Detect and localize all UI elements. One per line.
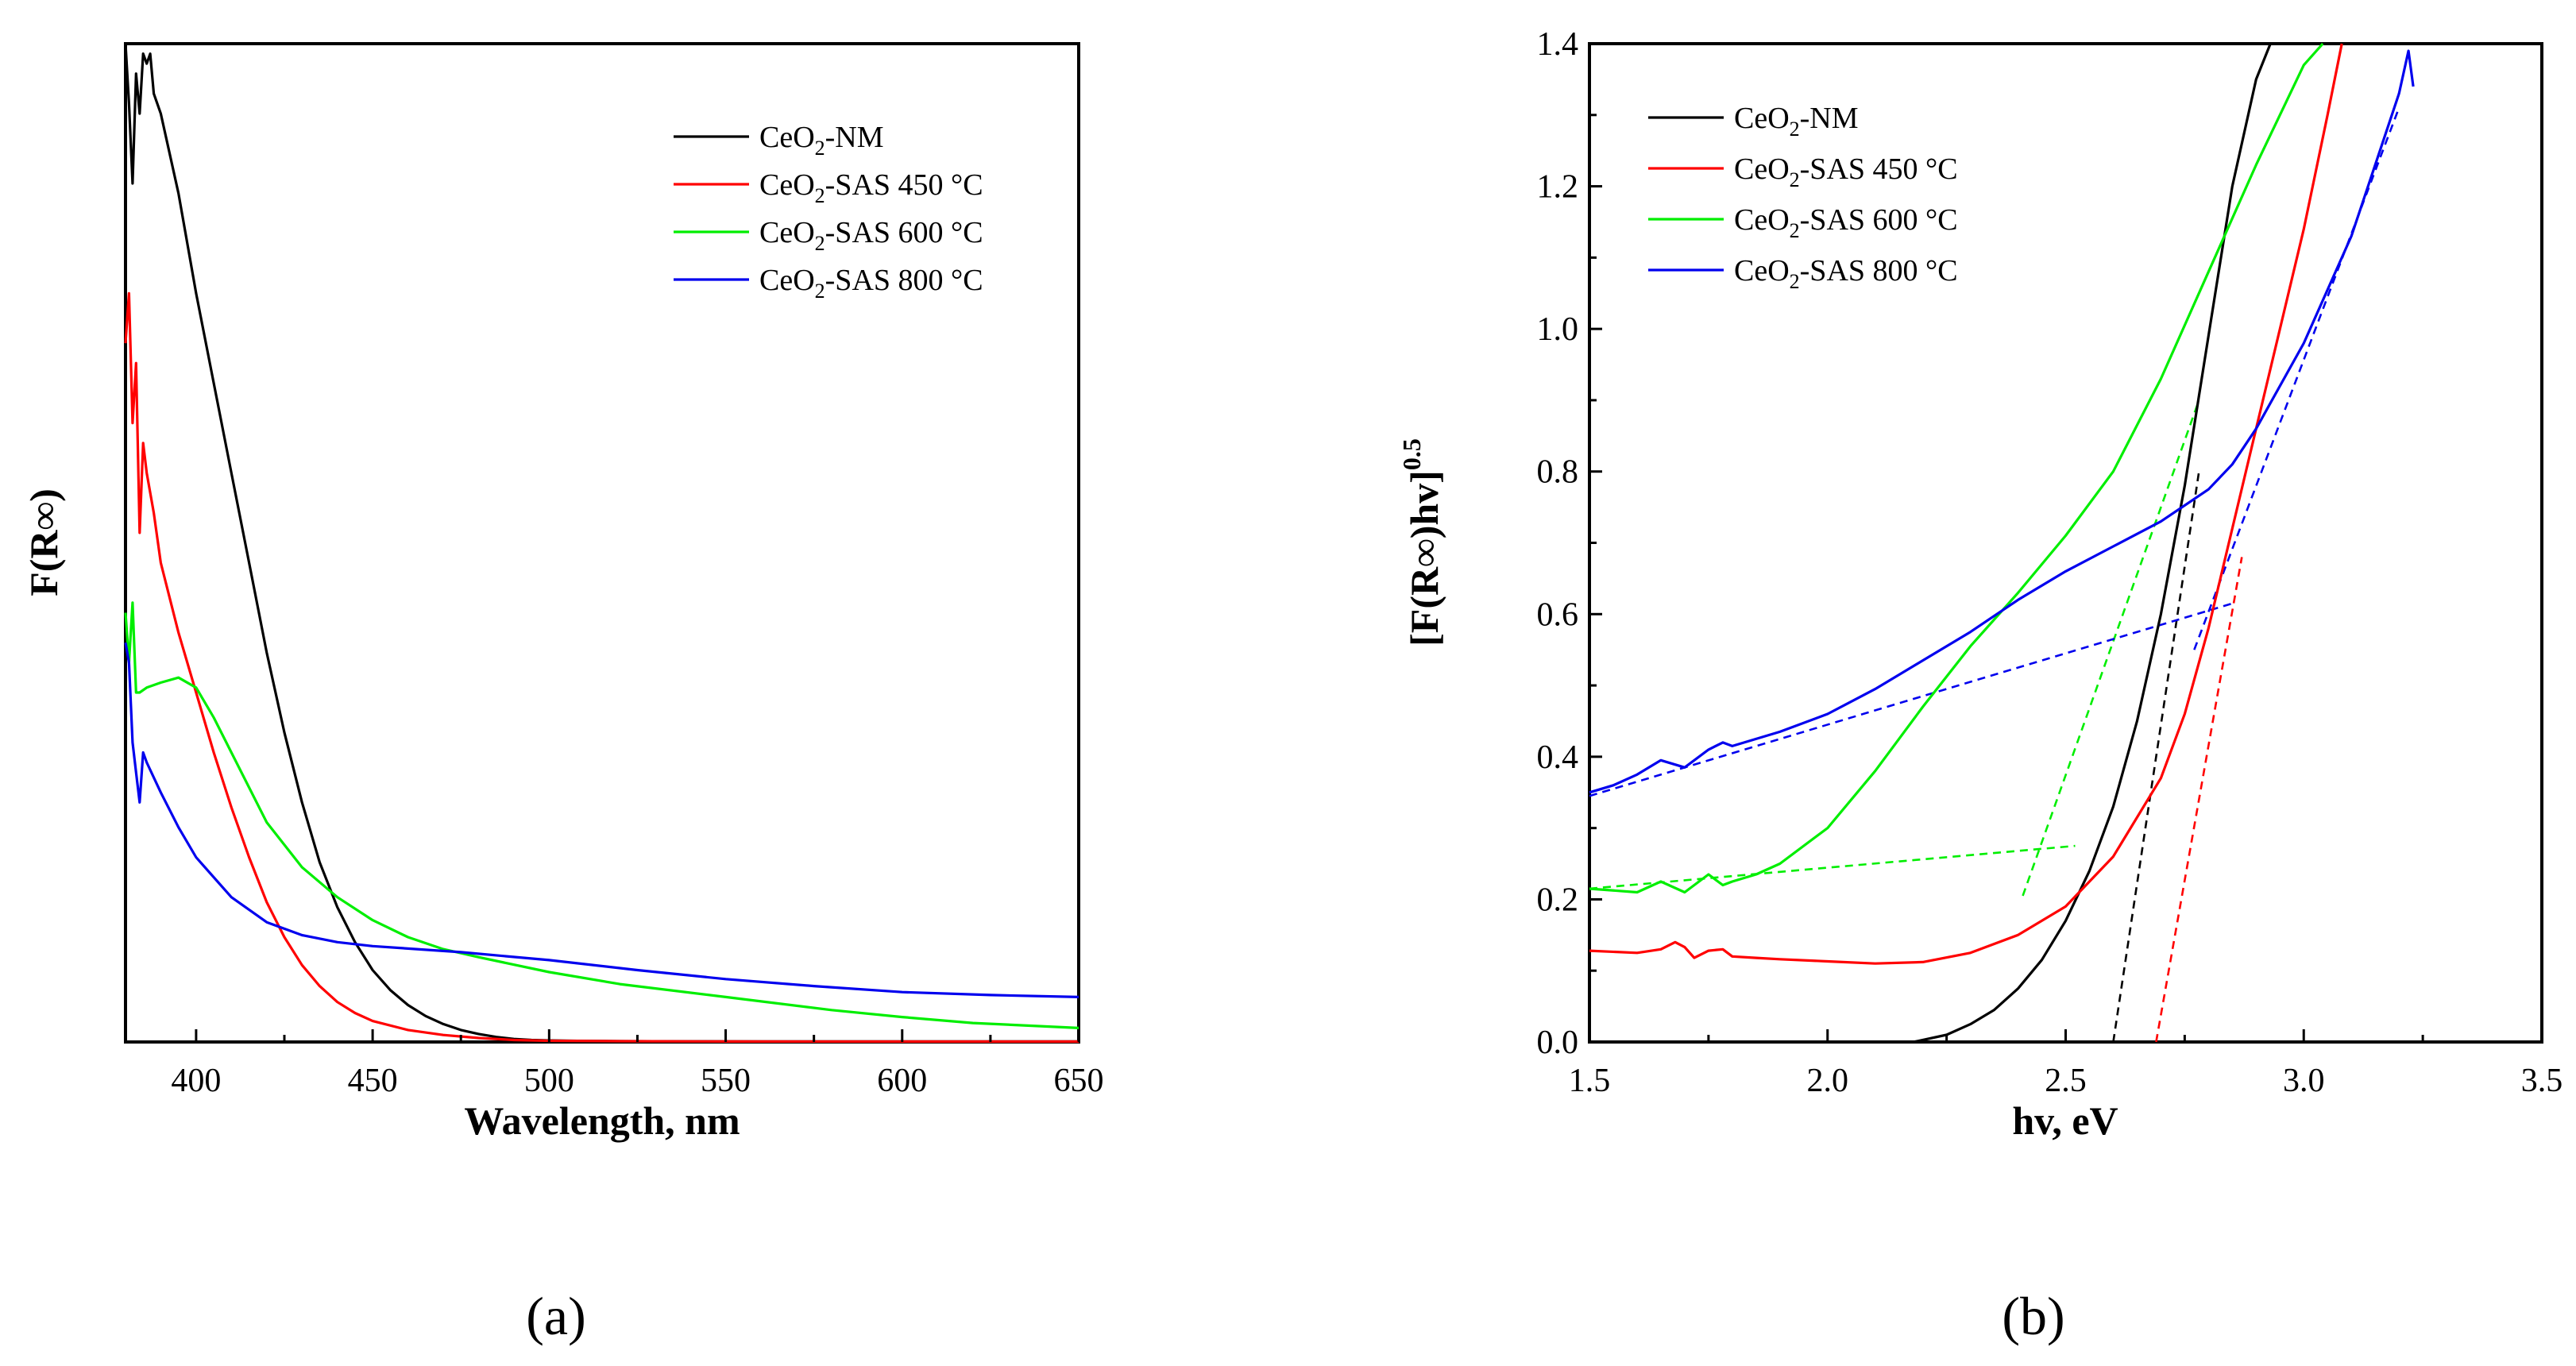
panel-b-y-tick-label: 0.2 (1537, 882, 1579, 918)
panel-b-y-tick-label: 0.4 (1537, 739, 1579, 776)
panel-b-series-line-3 (1589, 49, 2415, 794)
panel-a-legend-label-3: CeO2-SAS 800 °C (759, 264, 983, 303)
panel-b-y-axis-title-main: [F(R∞)hv] (1402, 470, 1446, 646)
panel-a-series-group (124, 43, 1079, 1044)
panel-b-plot-frame (1588, 42, 2543, 1044)
panel-b-fit-line-2 (2022, 399, 2200, 897)
panel-a-x-tick-label: 400 (171, 1063, 221, 1099)
panel-b-fit-line-4 (1589, 602, 2233, 797)
panel-b-y-axis-title-sup: 0.5 (1397, 438, 1426, 470)
panel-b-y-tick-label: 1.2 (1537, 169, 1579, 206)
panel-b-x-tick-label: 2.5 (2045, 1063, 2087, 1099)
panel-b-fit-line-1 (2155, 557, 2243, 1043)
panel-b-axes: 1.5 2.0 2.5 3.0 3.5 0.0 0.2 0.4 0.6 0.8 1.0 1.2 1.4 (1537, 26, 2563, 1099)
panel-b-x-tick-label: 3.0 (2283, 1063, 2325, 1099)
panel-a-x-axis: 400 450 500 550 600 650 (171, 1029, 1104, 1099)
panel-b-series-line-1 (1589, 43, 2343, 965)
panel-b-fit-line-5 (2193, 107, 2400, 650)
panel-b-x-tick-label: 1.5 (1569, 1063, 1611, 1099)
panel-a-x-tick-label: 450 (348, 1063, 398, 1099)
panel-a-series-line-3 (124, 642, 1079, 998)
panel-b-chart: 1.5 2.0 2.5 3.0 3.50.00.20.40.60.81.01.21.4 … (1397, 26, 2562, 1346)
panel-a-legend-label-1: CeO2-SAS 450 °C (759, 168, 983, 207)
panel-a-legend: CeO2-NM CeO2-SAS 450 °C CeO2-SAS 600 °C CeO… (674, 121, 983, 303)
panel-b-fit-lines-group (1589, 107, 2400, 1043)
panel-b-series-line-2 (1589, 42, 2324, 894)
panel-b-series-group (1589, 42, 2415, 1044)
panel-b-y-tick-label: 0.6 (1537, 596, 1579, 633)
panel-a-series-line-1 (124, 291, 1079, 1044)
panel-b-legend-label-2: CeO2-SAS 600 °C (1734, 203, 1958, 242)
panel-a-legend-label-0: CeO2-NM (759, 121, 884, 160)
panel-b-y-tick-label: 0.0 (1537, 1024, 1579, 1061)
panel-a-y-axis-title: F(R∞) (21, 488, 66, 596)
panel-b-x-axis-title: hv, eV (2012, 1098, 2118, 1143)
panel-a-series-line-2 (124, 601, 1079, 1029)
panel-b-y-tick-label: 1.0 (1537, 311, 1579, 348)
panel-b-legend: CeO2-NM CeO2-SAS 450 °C CeO2-SAS 600 °C CeO… (1648, 102, 1958, 293)
panel-b-series-line-0 (1913, 43, 2272, 1044)
panel-b-y-tick-label: 1.4 (1537, 26, 1579, 63)
panel-a-x-axis-title: Wavelength, nm (464, 1098, 740, 1143)
panel-b-label: (b) (2002, 1286, 2064, 1346)
panel-a-x-tick-label: 650 (1054, 1063, 1104, 1099)
panel-b-legend-label-0: CeO2-NM (1734, 102, 1859, 141)
panel-b-legend-label-3: CeO2-SAS 800 °C (1734, 254, 1958, 293)
panel-a-label: (a) (526, 1286, 585, 1346)
panel-b-x-tick-label: 2.0 (1807, 1063, 1849, 1099)
panel-a-x-tick-label: 500 (524, 1063, 574, 1099)
panel-b-fit-line-3 (1589, 844, 2076, 890)
panel-b-y-axis-title: [F(R∞)hv]0.5 (1397, 438, 1446, 646)
panel-a-x-tick-label: 550 (701, 1063, 751, 1099)
panel-b-legend-label-1: CeO2-SAS 450 °C (1734, 152, 1958, 191)
panel-b-x-tick-label: 3.5 (2521, 1063, 2563, 1099)
panel-b-fit-line-0 (2112, 471, 2200, 1043)
panel-a-x-tick-label: 600 (877, 1063, 927, 1099)
panel-a-chart: 400 450 500 550 600 650 CeO2-NM CeO2-SAS 450 °… (21, 42, 1104, 1346)
panel-a-legend-label-2: CeO2-SAS 600 °C (759, 216, 983, 255)
panel-b-y-tick-label: 0.8 (1537, 454, 1579, 491)
